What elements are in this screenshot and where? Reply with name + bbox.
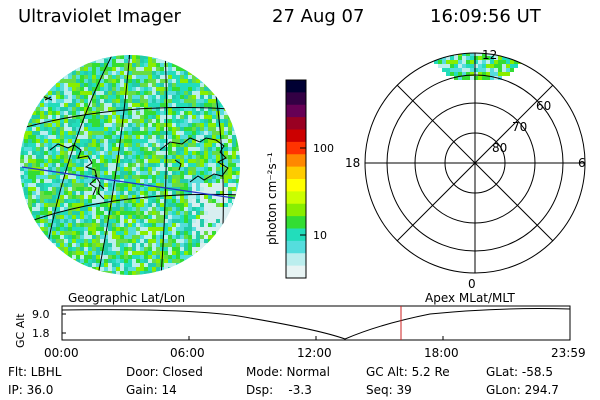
time-tick-1800: 18:00: [424, 346, 459, 360]
mlt-label-6: 6: [578, 156, 586, 170]
colorbar-band: [286, 129, 306, 143]
geographic-title: Geographic Lat/Lon: [68, 291, 185, 305]
mlt-label-0: 0: [468, 277, 476, 291]
colorbar-band: [286, 117, 306, 130]
info-filter: Flt: LBHL: [8, 365, 62, 379]
info-glat: GLat: -58.5: [486, 365, 553, 379]
magnetic-polar-plot: 12 18 6 0 60 70 80: [345, 48, 586, 291]
mlat-label-80: 80: [492, 141, 507, 155]
colorbar-tick-100: 100: [313, 142, 334, 155]
coastline: [94, 174, 105, 200]
altitude-plot-frame: [61, 305, 571, 341]
app-title: Ultraviolet Imager: [18, 6, 181, 27]
coastline: [159, 137, 229, 183]
info-gain: Gain: 14: [126, 383, 177, 397]
colorbar-band: [286, 240, 306, 254]
colorbar-band: [286, 265, 306, 279]
altitude-axis-label: GC Alt: [14, 313, 27, 348]
colorbar-band: [286, 253, 306, 267]
info-gc-alt: GC Alt: 5.2 Re: [366, 365, 450, 379]
apex-magnetic-line: [21, 166, 240, 201]
colorbar-band: [286, 80, 306, 93]
time-tick-0000: 00:00: [44, 346, 79, 360]
colorbar-band: [286, 92, 306, 106]
colorbar-band: [286, 179, 306, 192]
colorbar: 100 10 photon cm⁻²s⁻¹: [265, 79, 334, 279]
colorbar-band: [286, 104, 306, 118]
colorbar-band: [286, 141, 306, 155]
colorbar-band: [286, 216, 306, 229]
colorbar-band: [286, 203, 306, 217]
coastline: [49, 143, 98, 196]
mlat-label-60: 60: [536, 99, 551, 113]
colorbar-unit-label: photon cm⁻²s⁻¹: [265, 152, 279, 245]
mlat-label-70: 70: [512, 120, 527, 134]
y-tick-9: 9.0: [32, 308, 50, 321]
altitude-time-panel: Geographic Lat/Lon Apex MLat/MLT 9.0 1.8…: [14, 291, 586, 360]
apex-title: Apex MLat/MLT: [425, 291, 515, 305]
mlt-label-12: 12: [482, 48, 497, 62]
info-ip: IP: 36.0: [8, 383, 54, 397]
colorbar-band: [286, 228, 306, 242]
info-door: Door: Closed: [126, 365, 203, 379]
header-time: 16:09:56 UT: [430, 6, 541, 27]
altitude-curve: [61, 308, 571, 340]
colorbar-band: [286, 154, 306, 168]
info-seq: Seq: 39: [366, 383, 412, 397]
colorbar-band: [286, 166, 306, 180]
mlt-label-18: 18: [345, 156, 360, 170]
colorbar-band: [286, 191, 306, 205]
info-glon: GLon: 294.7: [486, 383, 559, 397]
time-tick-0600: 06:00: [170, 346, 205, 360]
longitude-grid-line: [159, 55, 168, 275]
y-tick-1-8: 1.8: [32, 327, 50, 340]
latitude-grid-line: [20, 107, 240, 131]
time-tick-1200: 12:00: [297, 346, 332, 360]
time-tick-2359: 23:59: [551, 346, 586, 360]
info-mode: Mode: Normal: [246, 365, 330, 379]
longitude-grid-line: [94, 55, 131, 275]
header-date: 27 Aug 07: [272, 6, 365, 27]
colorbar-tick-10: 10: [313, 229, 327, 242]
info-dsp: Dsp: -3.3: [246, 383, 312, 397]
geographic-image: [20, 55, 240, 275]
